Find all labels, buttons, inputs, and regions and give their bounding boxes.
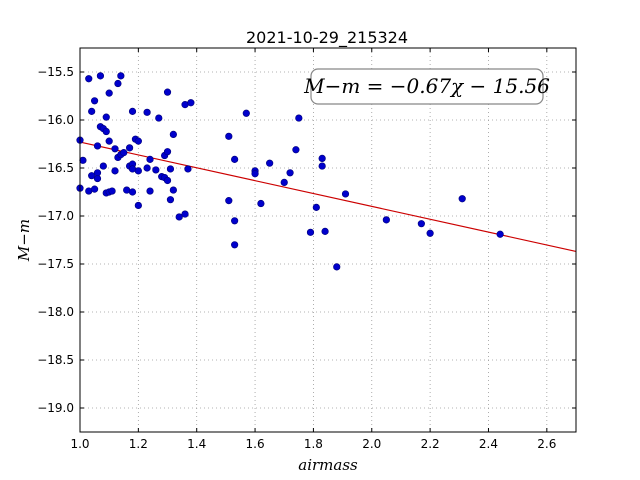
grid-lines — [79, 48, 576, 432]
x-axis-ticks: 1.0 1.2 1.4 1.6 1.8 2.0 2.2 2.4 2.6 — [70, 48, 556, 451]
data-point — [152, 166, 160, 174]
data-point — [417, 220, 425, 228]
data-point — [169, 130, 177, 138]
data-point — [458, 195, 466, 203]
data-point — [96, 72, 105, 80]
x-tick-label: 1.4 — [187, 437, 206, 451]
data-point — [251, 170, 259, 178]
data-point — [306, 228, 315, 236]
x-tick-label: 1.6 — [246, 437, 265, 451]
data-point — [117, 72, 125, 80]
data-point — [280, 178, 288, 186]
data-point — [114, 79, 122, 88]
data-point — [126, 144, 134, 152]
data-point — [169, 186, 177, 194]
data-point — [111, 145, 119, 153]
y-axis-ticks: −15.5 −16.0 −16.5 −17.0 −17.5 −18.0 −18.5 −19.0 — [37, 65, 576, 415]
data-point — [225, 132, 233, 140]
data-point — [184, 165, 192, 173]
data-point — [143, 164, 151, 172]
data-point — [93, 174, 102, 183]
data-point — [163, 176, 172, 185]
x-tick-label: 2.2 — [421, 437, 440, 451]
fit-equation-frame — [310, 68, 544, 105]
fit-equation-text: M−m = −0.67χ − 15.56 — [303, 74, 550, 98]
data-point — [242, 109, 250, 117]
y-tick-label: −16.0 — [37, 113, 74, 127]
data-point — [333, 263, 341, 271]
data-point — [496, 230, 504, 238]
data-point — [102, 127, 110, 136]
data-point — [257, 199, 265, 208]
x-tick-label: 2.0 — [362, 437, 381, 451]
x-tick-label: 1.8 — [304, 437, 323, 451]
data-point — [88, 107, 96, 115]
data-point — [93, 142, 102, 150]
data-point — [286, 169, 294, 177]
x-tick-label: 2.4 — [479, 437, 498, 451]
data-point — [134, 201, 142, 210]
data-point — [99, 162, 107, 170]
data-point — [231, 217, 239, 225]
data-point — [382, 216, 390, 224]
y-tick-label: −15.5 — [37, 65, 74, 79]
data-points — [76, 72, 504, 271]
y-tick-label: −18.0 — [37, 305, 74, 319]
data-point — [143, 108, 151, 116]
data-point — [120, 149, 128, 157]
data-point — [134, 137, 142, 145]
data-point — [146, 187, 154, 195]
y-axis-label: M−m — [15, 219, 33, 262]
data-point — [128, 188, 137, 196]
data-point — [155, 114, 163, 122]
data-point — [318, 162, 326, 170]
data-point — [146, 155, 154, 163]
data-point — [181, 210, 189, 218]
data-point — [90, 185, 99, 193]
data-point — [105, 137, 113, 145]
data-point — [231, 241, 239, 249]
data-point — [90, 97, 99, 105]
data-point — [175, 213, 183, 221]
x-tick-label: 2.6 — [537, 437, 556, 451]
fit-equation-box: M−m = −0.67χ − 15.56 — [303, 68, 550, 105]
data-point — [266, 159, 274, 167]
plot-frame — [79, 47, 577, 433]
x-tick-label: 1.0 — [70, 437, 89, 451]
y-tick-label: −16.5 — [37, 161, 74, 175]
data-point — [134, 167, 142, 175]
fit-line-layer — [79, 141, 577, 253]
y-tick-label: −18.5 — [37, 353, 74, 367]
data-point — [341, 190, 350, 198]
data-point — [321, 227, 329, 235]
data-point — [187, 99, 195, 107]
chart-title: 2021-10-29_215324 — [246, 28, 408, 48]
data-point — [111, 167, 119, 175]
y-tick-label: −19.0 — [37, 401, 74, 415]
data-point — [225, 197, 233, 205]
data-point — [318, 154, 326, 162]
data-point — [79, 156, 87, 164]
x-tick-label: 1.2 — [129, 437, 148, 451]
data-point — [102, 113, 110, 121]
data-point — [312, 203, 320, 211]
x-axis-label: airmass — [298, 456, 358, 474]
data-point — [163, 88, 172, 96]
y-tick-label: −17.0 — [37, 209, 74, 223]
y-tick-label: −17.5 — [37, 257, 74, 271]
data-point — [426, 229, 434, 237]
data-point — [231, 155, 239, 163]
data-point — [108, 187, 116, 195]
data-point — [128, 107, 137, 115]
data-point — [166, 196, 175, 204]
data-point — [166, 165, 175, 173]
data-point — [295, 114, 303, 122]
data-point — [163, 148, 172, 156]
fit-line — [79, 141, 577, 253]
data-point — [88, 172, 96, 180]
data-point — [85, 75, 93, 83]
data-point — [105, 89, 113, 97]
data-point — [292, 146, 300, 154]
